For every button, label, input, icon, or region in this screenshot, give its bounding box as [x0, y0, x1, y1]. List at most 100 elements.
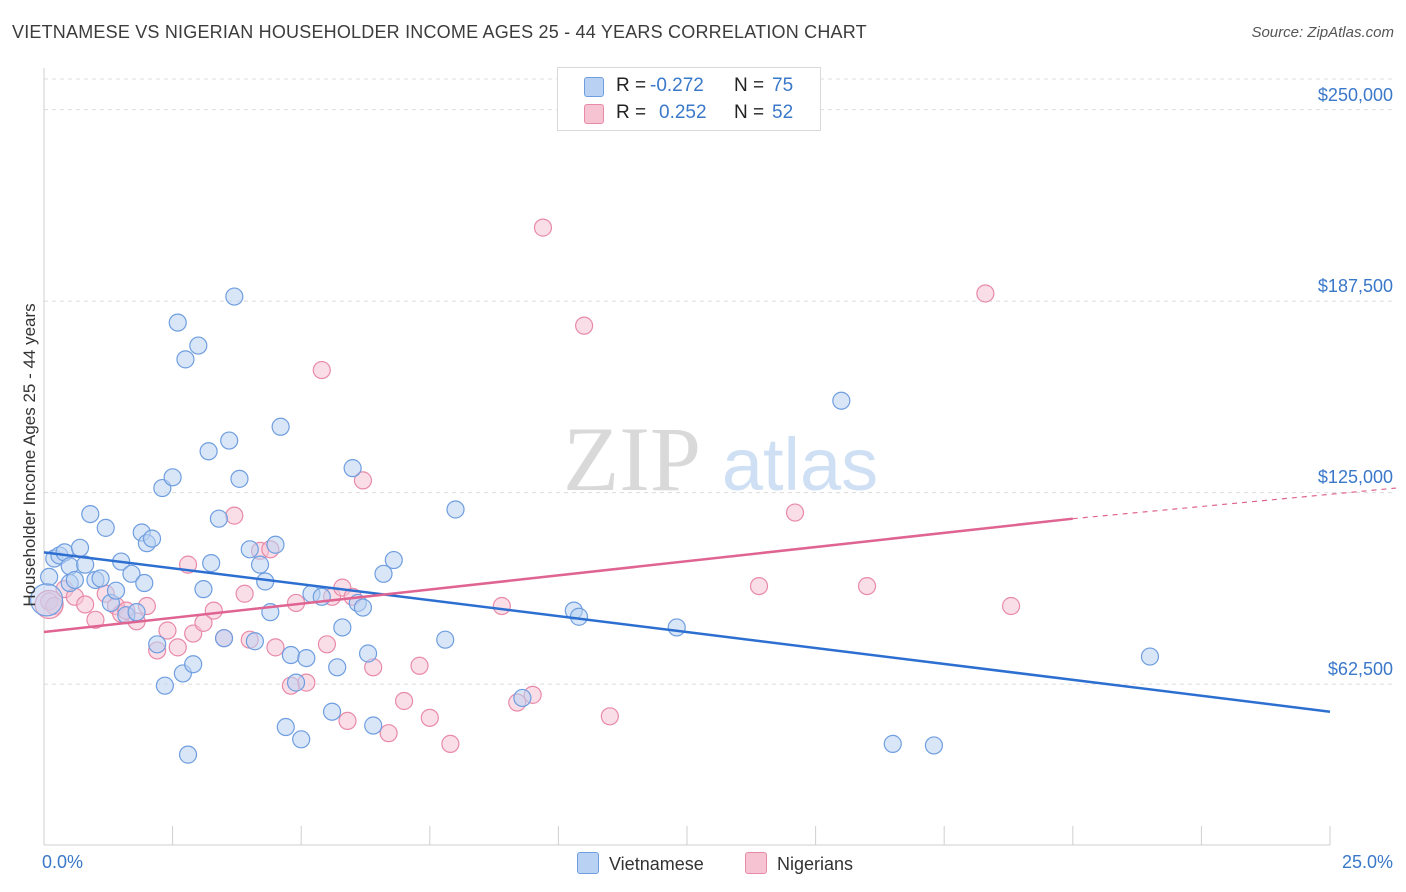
- nigerians-swatch: [584, 104, 604, 124]
- watermark-zip: ZIP: [563, 408, 701, 510]
- vietnamese-point: [245, 632, 265, 651]
- series-legend: Vietnamese Nigerians: [0, 852, 1406, 878]
- vietnamese-point: [209, 509, 228, 528]
- vietnamese-point: [29, 583, 64, 617]
- y-tick-label: $62,500: [1327, 659, 1393, 679]
- nigerians-point: [575, 316, 594, 335]
- vietnamese-point: [214, 629, 234, 648]
- vietnamese-point: [276, 717, 295, 737]
- vietnamese-point: [297, 648, 316, 668]
- vietnamese-point: [176, 350, 195, 369]
- nigerians-point: [533, 218, 553, 237]
- vietnamese-point: [281, 645, 301, 665]
- vietnamese-point: [184, 655, 203, 674]
- y-axis-label: Householder Income Ages 25 - 44 years: [20, 303, 39, 607]
- vietnamese-point: [122, 564, 141, 583]
- nigerians-point: [76, 595, 95, 614]
- n-label: N =: [734, 75, 765, 96]
- n-value: 52: [772, 102, 794, 123]
- vietnamese-point: [436, 630, 455, 649]
- vietnamese-point: [374, 564, 393, 583]
- legend-item-vietnamese[interactable]: Vietnamese: [577, 852, 704, 875]
- nigerians-point: [1001, 596, 1021, 616]
- vietnamese-point: [250, 555, 270, 574]
- nigerians-point: [225, 506, 244, 525]
- vietnamese-point: [142, 529, 162, 548]
- vietnamese-point: [832, 391, 851, 410]
- vietnamese-point: [513, 688, 532, 708]
- nigerians-point: [168, 638, 187, 657]
- vietnamese-trend-line: [43, 551, 1331, 713]
- source-label: Source: ZipAtlas.com: [1251, 24, 1394, 41]
- x-tick-label-max: 25.0%: [1341, 852, 1393, 872]
- vietnamese-point: [384, 550, 403, 570]
- stats-row-nigerians: R = 0.252 N = 52: [558, 102, 820, 130]
- r-label: R =: [616, 102, 647, 123]
- vietnamese-point: [91, 569, 110, 588]
- vietnamese-point: [220, 431, 239, 450]
- vietnamese-points: [29, 287, 1160, 764]
- vietnamese-point: [163, 468, 182, 487]
- n-value: 75: [772, 75, 794, 96]
- vietnamese-point: [883, 734, 902, 753]
- stats-legend: R = -0.272 N = 75 R = 0.252 N = 52: [557, 67, 821, 131]
- nigerians-point: [158, 621, 177, 640]
- vietnamese-swatch: [584, 77, 604, 97]
- legend-label: Vietnamese: [609, 854, 704, 874]
- vietnamese-point: [924, 736, 944, 755]
- nigerians-trend-extension: [1072, 487, 1397, 520]
- nigerians-point: [749, 576, 769, 596]
- stats-row-vietnamese: R = -0.272 N = 75: [558, 75, 820, 103]
- nigerians-point: [317, 635, 337, 654]
- vietnamese-point: [168, 313, 187, 332]
- nigerians-point: [266, 638, 285, 657]
- vietnamese-point: [189, 336, 208, 355]
- x-tick-label-min: 0.0%: [42, 852, 84, 872]
- vietnamese-point: [106, 581, 126, 600]
- nigerians-point: [204, 601, 223, 620]
- nigerians-point: [86, 610, 105, 629]
- r-value: 0.252: [659, 102, 707, 123]
- vietnamese-point: [292, 730, 311, 749]
- vietnamese-point: [40, 567, 59, 587]
- vietnamese-point: [333, 618, 352, 637]
- vietnamese-point: [199, 442, 218, 461]
- vietnamese-point: [225, 287, 244, 306]
- nigerians-point: [394, 691, 414, 711]
- vietnamese-point: [76, 555, 95, 574]
- vietnamese-point: [81, 504, 100, 524]
- nigerians-point: [976, 284, 995, 303]
- nigerians-point: [492, 596, 511, 616]
- watermark: ZIP atlas: [563, 408, 878, 510]
- r-label: R =: [616, 75, 647, 96]
- y-tick-label: $187,500: [1317, 276, 1393, 296]
- vietnamese-point: [364, 716, 383, 735]
- vietnamese-point: [96, 518, 115, 537]
- watermark-atlas: atlas: [722, 423, 878, 506]
- nigerians-point: [785, 503, 805, 522]
- nigerians-point: [441, 734, 460, 753]
- vietnamese-point: [70, 538, 90, 557]
- legend-item-nigerians[interactable]: Nigerians: [745, 852, 853, 875]
- nigerians-point: [235, 584, 254, 603]
- legend-label: Nigerians: [777, 854, 854, 874]
- vietnamese-point: [353, 598, 373, 617]
- vietnamese-point: [328, 658, 347, 677]
- vietnamese-point: [343, 459, 362, 478]
- r-value: -0.272: [650, 75, 704, 96]
- vietnamese-point: [1140, 647, 1160, 666]
- vietnamese-point: [230, 469, 249, 488]
- vietnamese-point: [65, 570, 84, 590]
- vietnamese-point: [178, 745, 198, 764]
- trend-lines: [43, 487, 1397, 713]
- vietnamese-point: [155, 676, 174, 695]
- vietnamese-swatch: [577, 852, 599, 874]
- axes: [43, 68, 1331, 846]
- vietnamese-point: [127, 603, 146, 622]
- nigerians-point: [338, 711, 357, 731]
- vietnamese-point: [322, 702, 342, 721]
- vietnamese-point: [358, 644, 378, 663]
- vietnamese-point: [446, 500, 465, 519]
- vietnamese-point: [667, 618, 686, 637]
